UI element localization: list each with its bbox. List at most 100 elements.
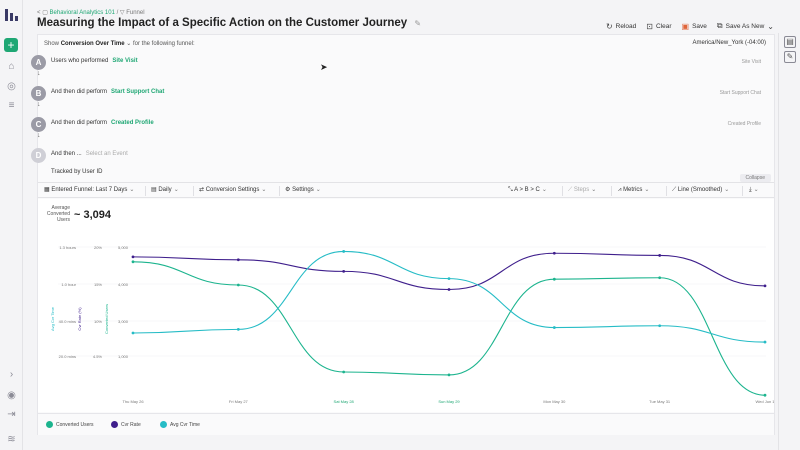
legend-item-converted-users[interactable]: Converted Users	[46, 421, 94, 428]
reload-button[interactable]: ↻ Reload	[606, 22, 636, 31]
step-event[interactable]: Start Support Chat	[111, 89, 165, 95]
home-icon[interactable]: ⌂	[8, 61, 15, 72]
app-logo-icon[interactable]	[5, 9, 18, 21]
data-point[interactable]	[447, 373, 451, 377]
data-point[interactable]	[552, 251, 556, 255]
edit-title-icon[interactable]: ✎	[414, 19, 422, 28]
timezone-label[interactable]: America/New_York (-04:00)	[692, 40, 766, 46]
step-letter: B	[31, 86, 46, 101]
download-icon: ⤓	[749, 187, 752, 193]
data-point[interactable]	[131, 331, 135, 335]
conversion-settings-select[interactable]: ⇄ Conversion Settings ⌄	[199, 186, 266, 193]
save-button[interactable]: ▣ Save	[682, 22, 707, 31]
axis-title: Avg Cvr Time	[50, 306, 55, 331]
settings-select[interactable]: ⚙ Settings ⌄	[285, 186, 321, 193]
date-range-label: Entered Funnel: Last 7 Days	[51, 187, 128, 193]
data-point[interactable]	[658, 276, 662, 280]
chevron-down-icon: ⌄	[753, 187, 759, 193]
steps-icon: ⟋	[568, 187, 573, 193]
divider	[145, 186, 146, 196]
data-point[interactable]	[342, 269, 346, 273]
step-order-icon: ⤡	[508, 187, 513, 193]
data-point[interactable]	[236, 258, 240, 262]
data-point[interactable]	[342, 250, 346, 253]
compass-icon[interactable]: ◎	[7, 81, 16, 92]
panel-toggle-icon[interactable]: ▤	[784, 36, 796, 48]
logout-icon[interactable]: ⇥	[7, 409, 16, 420]
clear-button[interactable]: ⊡ Clear	[646, 22, 671, 31]
series-line[interactable]	[132, 250, 766, 343]
collapse-button[interactable]: Collapse	[739, 174, 771, 182]
save-as-new-button[interactable]: ⧉ Save As New ⌄	[717, 21, 774, 31]
show-mode-select[interactable]: Conversion Over Time	[60, 41, 125, 47]
create-button[interactable]: +	[4, 38, 18, 52]
legend-item-avg-cvr-time[interactable]: Avg Cvr Time	[160, 421, 200, 428]
data-point[interactable]	[447, 277, 451, 281]
tracked-by-label[interactable]: Tracked by User ID	[51, 169, 103, 175]
funnel-panel: Show Conversion Over Time ⌄ for the foll…	[31, 34, 775, 435]
x-tick-label: Wed Jun 1	[755, 399, 774, 404]
step-event[interactable]: Site Visit	[112, 58, 138, 64]
funnel-step-b[interactable]: B ↓ And then did perform Start Support Ch…	[31, 86, 774, 116]
data-point[interactable]	[552, 326, 556, 329]
step-letter: A	[31, 55, 46, 70]
funnel-step-c[interactable]: C ↓ And then did perform Created Profile …	[31, 117, 774, 147]
left-rail: + ⌂ ◎ ≡ › ◉ ⇥ ≋	[0, 0, 23, 450]
chevron-down-icon: ⌄	[644, 187, 650, 193]
step-text: And then did perform Created Profile	[51, 120, 154, 126]
divider	[562, 186, 563, 196]
step-event[interactable]: Created Profile	[111, 120, 154, 126]
data-point[interactable]	[658, 254, 662, 257]
breadcrumb-folder[interactable]: Behavioral Analytics 101	[49, 10, 115, 16]
axis-tick-label: 3,000	[118, 319, 129, 324]
legend-label: Avg Cvr Time	[170, 421, 200, 428]
notes-icon[interactable]: ✎	[784, 51, 796, 63]
steps-select[interactable]: ⟋ Steps ⌄	[568, 186, 596, 194]
clear-icon: ⊡	[646, 21, 653, 31]
step-letter: D	[31, 148, 46, 163]
axis-title: Cvr Rate (%)	[77, 307, 82, 331]
divider	[611, 186, 612, 196]
data-point[interactable]	[236, 327, 240, 331]
database-icon[interactable]: ≡	[8, 100, 15, 111]
chevron-down-icon: ⌄	[173, 187, 179, 193]
data-point[interactable]	[131, 260, 135, 264]
expand-rail-icon[interactable]: ›	[9, 369, 14, 380]
funnel-step-a[interactable]: A ↓ Users who performed Site Visit Site V…	[31, 55, 774, 85]
page-title[interactable]: Measuring the Impact of a Specific Actio…	[37, 17, 408, 29]
save-label: Save	[692, 22, 707, 30]
step-order-select[interactable]: ⤡ A > B > C ⌄	[508, 186, 547, 194]
line-chart[interactable]: 1.3 hours 1.0 hour 40.0 mins 20.0 mins Avg C…	[38, 199, 774, 412]
select-event-placeholder[interactable]: Select an Event	[85, 151, 128, 157]
legend-swatch	[46, 421, 53, 428]
data-point[interactable]	[552, 277, 556, 281]
data-point[interactable]	[658, 324, 662, 328]
mouse-cursor-icon: ➤	[320, 62, 328, 72]
chart-type-select[interactable]: ⟋ Line (Smoothed) ⌄	[672, 186, 729, 194]
chart-legend: Converted Users Cvr Rate Avg Cvr Time	[38, 413, 774, 435]
show-suffix: for the following funnel:	[132, 41, 195, 47]
help-icon[interactable]: ◉	[7, 390, 16, 401]
divider	[742, 186, 743, 196]
data-point[interactable]	[763, 393, 767, 397]
data-point[interactable]	[763, 284, 767, 288]
data-point[interactable]	[763, 340, 767, 344]
data-point[interactable]	[131, 255, 135, 259]
data-point[interactable]	[342, 370, 346, 374]
chevron-down-icon[interactable]: ⌄	[126, 41, 132, 47]
funnel-step-d[interactable]: D And then ... Select an Event	[31, 148, 774, 178]
download-select[interactable]: ⤓ ⌄	[749, 186, 759, 194]
step-right-label: Created Profile	[727, 121, 761, 127]
legend-label: Cvr Rate	[121, 421, 141, 428]
chevron-down-icon: ⌄	[261, 187, 267, 193]
interval-select[interactable]: ▤ Daily ⌄	[151, 186, 179, 193]
date-range-select[interactable]: ▦ Entered Funnel: Last 7 Days ⌄	[44, 186, 134, 193]
data-point[interactable]	[447, 288, 451, 291]
legend-item-cvr-rate[interactable]: Cvr Rate	[111, 421, 141, 428]
back-icon[interactable]: <	[37, 10, 41, 16]
step-text: And then ... Select an Event	[51, 151, 128, 157]
right-rail: ▤ ✎	[778, 33, 800, 450]
metrics-select[interactable]: ⩘ Metrics ⌄	[618, 186, 649, 194]
average-value: ~ 3,094	[74, 209, 112, 221]
data-point[interactable]	[236, 283, 240, 287]
